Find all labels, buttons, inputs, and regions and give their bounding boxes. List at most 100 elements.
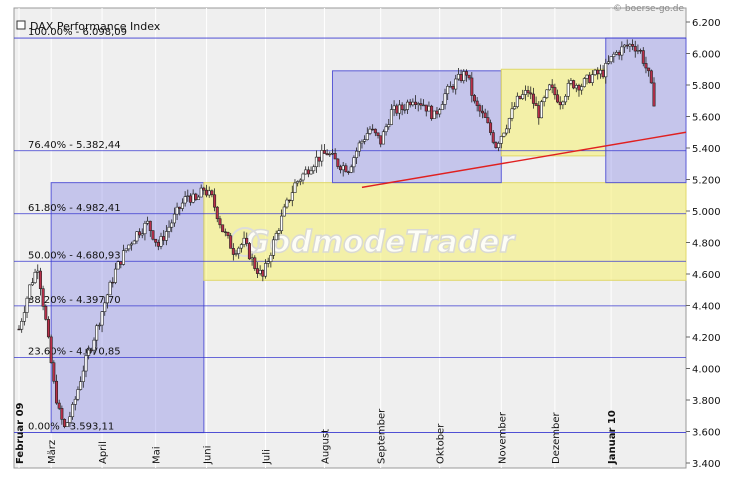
watermark: GodmodeTrader [245, 225, 516, 260]
candle-body [100, 311, 104, 326]
source-label: © boerse-go.de [613, 4, 684, 14]
candle-body [121, 250, 125, 265]
fib-label-2: 61.80% - 4.982,41 [28, 203, 121, 214]
candle-body [223, 231, 227, 233]
candle-body [596, 69, 600, 75]
candle-body [644, 63, 648, 69]
candle-body [253, 257, 257, 269]
candle-body [539, 101, 543, 119]
candle-body [194, 193, 198, 200]
candle-body [49, 336, 53, 364]
candle-body [328, 153, 332, 156]
candle-body [438, 109, 442, 115]
candle-body [282, 206, 286, 217]
candle-body [178, 206, 182, 209]
candle-body [71, 404, 75, 418]
candle-body [462, 71, 466, 82]
candle-body [416, 103, 420, 105]
candle-body [432, 110, 436, 119]
candle-body [258, 269, 262, 274]
candle-body [170, 222, 174, 228]
candle-body [164, 231, 168, 241]
candle-body [617, 52, 621, 56]
candle-body [349, 166, 353, 173]
candle-body [376, 132, 380, 137]
candle-body [63, 419, 67, 427]
candle-body [518, 95, 522, 99]
candle-body [379, 135, 383, 145]
candle-body [483, 112, 487, 118]
candle-body [569, 80, 573, 84]
candle-body [57, 402, 61, 409]
candle-body [89, 349, 93, 352]
x-tick-label: Oktober [436, 423, 447, 464]
fib-levels: 100.00% - 6.098,09 76.40% - 5.382,44 61.80… [14, 27, 686, 433]
candle-body [486, 117, 490, 124]
candle-body [162, 236, 166, 241]
candle-body [580, 86, 584, 91]
candle-body [92, 339, 96, 351]
candle-body [430, 105, 434, 119]
x-axis: Februar 09 März April Mai Juni Juli August Sept… [15, 402, 618, 465]
candle-body [537, 105, 541, 119]
candle-body [545, 89, 549, 98]
legend-swatch [16, 20, 26, 30]
candle-body [290, 192, 294, 201]
candle-body [277, 230, 281, 234]
candle-body [612, 53, 616, 57]
candle-body [108, 281, 112, 296]
candle-body [60, 408, 64, 420]
candle-body [542, 97, 546, 103]
candle-body [111, 281, 115, 284]
candle-body [68, 416, 72, 423]
candle-body [135, 231, 139, 242]
candle-body [408, 101, 412, 106]
candle-body [314, 156, 318, 168]
candle-body [325, 153, 329, 156]
candle-body [561, 101, 565, 106]
candle-body [301, 173, 305, 181]
candle-body [499, 136, 503, 144]
y-tick-label: 3.600 [692, 428, 721, 439]
candle-body [151, 230, 155, 240]
candle-body [330, 152, 334, 155]
candle-body [387, 124, 391, 128]
y-tick-label: 5.400 [692, 144, 721, 155]
candle-body [213, 194, 217, 208]
y-axis: 6.200 6.000 5.800 5.600 5.400 5.200 5.000 4.800… [686, 18, 721, 470]
candle-body [306, 169, 310, 175]
candle-body [116, 261, 120, 270]
candle-body [103, 302, 107, 312]
fib-label-4: 38.20% - 4.397,70 [28, 295, 121, 306]
candle-body [411, 101, 415, 106]
candle-body [577, 85, 581, 91]
candle-body [365, 133, 369, 140]
candle-body [304, 169, 308, 175]
fib-label-0: 100.00% - 6.098,09 [28, 27, 127, 38]
y-tick-label: 4.800 [692, 239, 721, 250]
candle-body [280, 215, 284, 232]
candle-body [419, 103, 423, 106]
candle-body [202, 187, 206, 191]
candle-body [494, 142, 498, 148]
candle-body [215, 206, 219, 220]
x-tick-label: März [47, 440, 58, 464]
candle-body [631, 44, 635, 47]
x-tick-label: November [497, 411, 508, 464]
candle-body [322, 150, 326, 154]
candle-body [167, 226, 171, 232]
candle-body [347, 171, 351, 173]
candle-body [44, 306, 48, 320]
candle-body [46, 319, 50, 338]
candle-body [534, 103, 538, 106]
candle-body [360, 140, 364, 144]
candle-body [97, 324, 101, 327]
candle-body [79, 381, 83, 390]
candle-body [180, 202, 184, 209]
trendline [361, 131, 687, 189]
x-tick-label: April [98, 441, 109, 464]
candle-body [459, 74, 463, 82]
candle-body [481, 110, 485, 114]
candle-body [529, 92, 533, 95]
